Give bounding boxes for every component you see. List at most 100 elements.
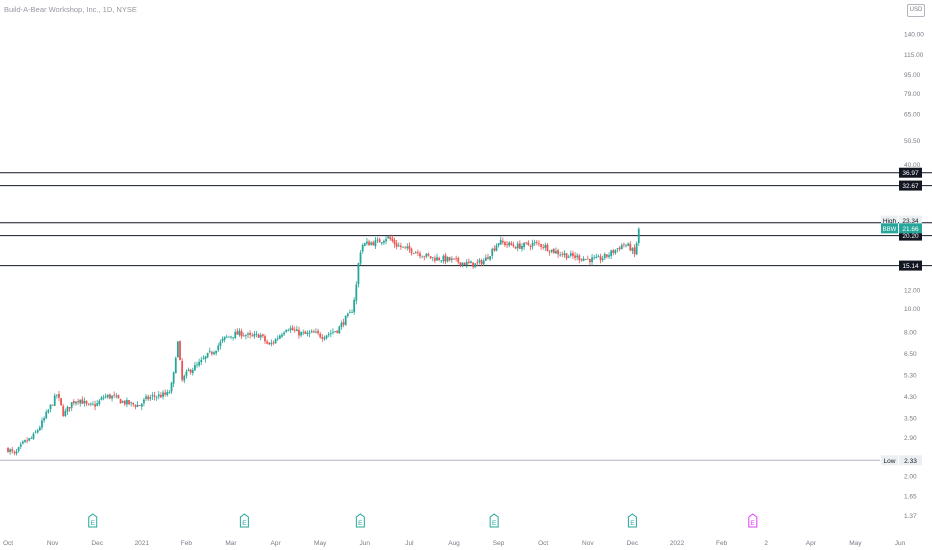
candle-body bbox=[542, 247, 545, 248]
candle-body bbox=[497, 243, 500, 246]
candle-body bbox=[145, 396, 147, 399]
candle-body bbox=[17, 447, 20, 451]
candle-body bbox=[138, 405, 141, 406]
candle-body bbox=[295, 329, 298, 332]
candle-body bbox=[618, 247, 621, 250]
candle-body bbox=[319, 333, 322, 338]
candle-body bbox=[572, 253, 574, 256]
time-tick-label: Oct bbox=[3, 540, 13, 547]
candle-body bbox=[576, 255, 579, 258]
candle-body bbox=[298, 329, 300, 336]
candle-body bbox=[21, 441, 24, 444]
candle-body bbox=[633, 247, 636, 254]
candle-body bbox=[555, 250, 557, 254]
candle-body bbox=[446, 256, 449, 262]
candle-body bbox=[332, 331, 334, 333]
candle-body bbox=[376, 239, 379, 241]
candle-body bbox=[374, 240, 377, 247]
last-symbol: BBW bbox=[883, 227, 897, 233]
candle-body bbox=[508, 242, 511, 246]
candle-body bbox=[55, 394, 58, 396]
candle-body bbox=[77, 401, 79, 403]
candle-body bbox=[30, 437, 33, 439]
currency-badge[interactable]: USD bbox=[907, 4, 925, 17]
price-tick-label: 140.00 bbox=[904, 32, 924, 39]
candle-body bbox=[408, 245, 411, 250]
level-label: 15.14 bbox=[902, 263, 919, 270]
earnings-marker-label: E bbox=[358, 520, 363, 527]
candle-body bbox=[68, 407, 71, 409]
candle-body bbox=[191, 369, 194, 374]
candle-body bbox=[495, 245, 498, 251]
candle-body bbox=[612, 250, 615, 253]
candle-body bbox=[185, 371, 188, 376]
candle-body bbox=[342, 322, 345, 325]
time-tick-label: Aug bbox=[448, 540, 460, 547]
candle-body bbox=[582, 258, 585, 261]
candle-body bbox=[470, 261, 472, 264]
candle-body bbox=[249, 332, 252, 335]
candle-body bbox=[98, 400, 101, 405]
candle-body bbox=[366, 241, 368, 244]
candle-body bbox=[189, 369, 192, 373]
candle-body bbox=[574, 255, 576, 258]
price-tick-label: 50.50 bbox=[904, 138, 921, 145]
candle-body bbox=[85, 401, 88, 404]
candle-body bbox=[215, 350, 218, 354]
candle-body bbox=[550, 249, 553, 252]
earnings-marker-label: E bbox=[242, 520, 247, 527]
candle-body bbox=[47, 410, 50, 413]
candle-body bbox=[491, 249, 494, 256]
candle-body bbox=[419, 253, 421, 257]
candle-body bbox=[625, 245, 627, 247]
candle-body bbox=[272, 342, 275, 344]
candle-body bbox=[521, 246, 523, 250]
time-tick-label: Feb bbox=[716, 540, 728, 547]
candle-body bbox=[83, 401, 86, 404]
candle-body bbox=[160, 395, 162, 398]
candle-body bbox=[512, 244, 515, 247]
candle-body bbox=[450, 258, 453, 260]
candle-body bbox=[285, 330, 288, 332]
time-tick-label: 2021 bbox=[135, 540, 150, 547]
candle-body bbox=[106, 394, 109, 398]
candle-body bbox=[230, 336, 232, 338]
high-value-box bbox=[899, 215, 922, 226]
candle-body bbox=[623, 244, 625, 246]
candle-body bbox=[7, 448, 9, 453]
candle-body bbox=[66, 407, 69, 412]
candle-body bbox=[92, 403, 94, 405]
candle-body bbox=[274, 338, 277, 344]
candle-body bbox=[117, 394, 120, 399]
candle-body bbox=[312, 331, 315, 333]
candle-body bbox=[603, 254, 606, 259]
candle-body bbox=[51, 404, 54, 406]
candle-body bbox=[504, 242, 506, 246]
candle-body bbox=[586, 258, 589, 260]
candle-body bbox=[389, 236, 392, 240]
candle-body bbox=[100, 397, 103, 400]
candle-body bbox=[64, 411, 67, 417]
price-tick-label: 1.37 bbox=[904, 513, 917, 520]
candle-body bbox=[143, 399, 145, 404]
candle-body bbox=[259, 335, 262, 338]
candle-body bbox=[329, 332, 332, 334]
candle-body bbox=[453, 258, 455, 260]
candle-body bbox=[461, 262, 464, 266]
candle-body bbox=[132, 403, 135, 405]
candle-body bbox=[36, 430, 39, 433]
candle-body bbox=[208, 351, 211, 353]
candle-body bbox=[221, 339, 224, 341]
candle-body bbox=[416, 252, 419, 254]
candle-body bbox=[102, 397, 105, 399]
earnings-marker bbox=[355, 513, 365, 528]
candle-body bbox=[506, 244, 508, 245]
candle-body bbox=[544, 245, 547, 248]
candle-body bbox=[177, 341, 179, 358]
low-value: 2.33 bbox=[904, 458, 917, 465]
price-tick-label: 3.50 bbox=[904, 415, 917, 422]
candle-body bbox=[567, 256, 570, 258]
candle-body bbox=[9, 449, 12, 452]
